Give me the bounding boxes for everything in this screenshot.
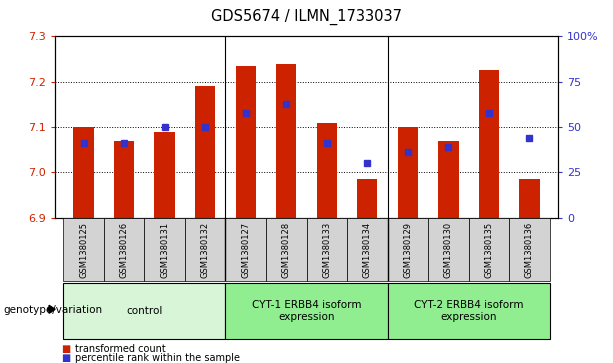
Text: GSM1380125: GSM1380125	[79, 221, 88, 278]
Text: GSM1380135: GSM1380135	[484, 221, 493, 278]
Text: GSM1380130: GSM1380130	[444, 221, 453, 278]
Bar	[519, 179, 539, 218]
Bar	[317, 123, 337, 218]
Bar	[357, 179, 378, 218]
Text: CYT-1 ERBB4 isoform
expression: CYT-1 ERBB4 isoform expression	[252, 301, 361, 322]
Bar	[235, 66, 256, 218]
Bar	[266, 218, 306, 281]
Bar	[428, 218, 469, 281]
Text: transformed count: transformed count	[75, 344, 166, 354]
Bar	[63, 218, 104, 281]
Text: GSM1380134: GSM1380134	[363, 221, 372, 278]
Text: percentile rank within the sample: percentile rank within the sample	[75, 352, 240, 363]
Bar	[306, 218, 347, 281]
Bar	[185, 218, 226, 281]
Text: GSM1380131: GSM1380131	[160, 221, 169, 278]
Text: GSM1380136: GSM1380136	[525, 221, 534, 278]
Text: genotype/variation: genotype/variation	[3, 305, 102, 315]
Bar	[74, 127, 94, 218]
Text: ■: ■	[61, 352, 70, 363]
Bar	[438, 141, 459, 218]
Bar	[509, 218, 550, 281]
Bar	[63, 283, 226, 339]
Bar	[226, 283, 387, 339]
Bar	[195, 86, 215, 218]
Bar	[387, 283, 550, 339]
Bar	[104, 218, 144, 281]
Bar	[154, 132, 175, 218]
Text: GSM1380126: GSM1380126	[120, 221, 129, 278]
Text: GDS5674 / ILMN_1733037: GDS5674 / ILMN_1733037	[211, 9, 402, 25]
Text: ■: ■	[61, 344, 70, 354]
Bar	[276, 64, 296, 218]
Bar	[387, 218, 428, 281]
Bar	[347, 218, 387, 281]
Bar	[479, 70, 499, 218]
Text: CYT-2 ERBB4 isoform
expression: CYT-2 ERBB4 isoform expression	[414, 301, 524, 322]
Text: GSM1380128: GSM1380128	[282, 221, 291, 278]
Bar	[144, 218, 185, 281]
Bar	[469, 218, 509, 281]
Text: GSM1380129: GSM1380129	[403, 221, 413, 278]
Text: GSM1380133: GSM1380133	[322, 221, 331, 278]
Text: control: control	[126, 306, 162, 316]
Text: GSM1380127: GSM1380127	[241, 221, 250, 278]
Text: GSM1380132: GSM1380132	[200, 221, 210, 278]
Bar	[226, 218, 266, 281]
Bar	[398, 127, 418, 218]
Bar	[114, 141, 134, 218]
